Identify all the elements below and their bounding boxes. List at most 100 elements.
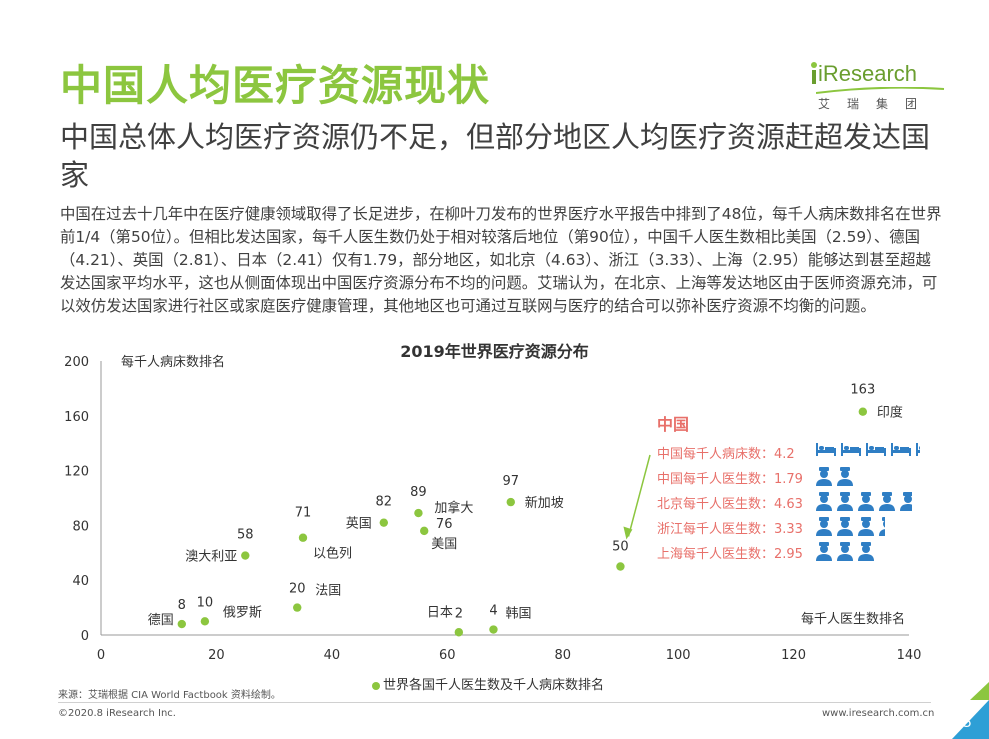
data-point xyxy=(858,407,868,416)
callout-arrow-line xyxy=(627,454,651,537)
data-label: 89 xyxy=(410,485,427,500)
data-label: 82 xyxy=(376,495,393,510)
doctor-icon xyxy=(879,492,895,511)
chart-title: 2019年世界医疗资源分布 xyxy=(400,342,589,361)
legend-marker xyxy=(372,681,380,690)
stat-text: 中国每千人病床数：4.2 xyxy=(657,447,795,462)
doctor-icon xyxy=(837,517,853,536)
x-axis-title: 每千人医生数排名 xyxy=(801,611,905,627)
stat-row: 中国每千人医生数：1.79 xyxy=(657,466,927,491)
panel-heading: 中国 xyxy=(657,415,690,434)
logo-swoosh-icon xyxy=(816,87,945,94)
data-point xyxy=(489,625,498,634)
point-name: 澳大利亚 xyxy=(185,549,237,565)
hospital-bed-icon xyxy=(816,443,836,456)
doctor-icon xyxy=(900,492,912,511)
x-tick-label: 140 xyxy=(897,648,922,663)
source-note: 来源：艾瑞根据 CIA World Factbook 资料绘制。 xyxy=(58,690,281,701)
stat-text: 浙江每千人医生数：3.33 xyxy=(657,522,803,537)
footer-divider xyxy=(58,702,931,703)
copyright: ©2020.8 iResearch Inc. xyxy=(58,708,176,719)
logo-subtitle: 艾瑞集团 xyxy=(818,97,935,111)
doctor-icon xyxy=(816,517,832,536)
stat-icon-row xyxy=(815,441,920,463)
doctor-icon xyxy=(858,492,874,511)
data-point xyxy=(200,617,210,626)
hospital-bed-icon xyxy=(916,443,920,456)
callout-arrow-head xyxy=(623,526,633,540)
stat-icon-row xyxy=(815,491,912,513)
point-name: 印度 xyxy=(877,405,903,421)
stat-row: 中国每千人病床数：4.2 xyxy=(657,441,927,466)
stat-row: 上海每千人医生数：2.95 xyxy=(657,541,927,566)
doctor-icon xyxy=(837,492,853,511)
data-label: 10 xyxy=(197,595,214,610)
body-paragraph: 中国在过去十几年中在医疗健康领域取得了长足进步，在柳叶刀发布的世界医疗水平报告中… xyxy=(60,205,942,315)
stat-icon-row xyxy=(815,516,885,538)
hospital-bed-icon xyxy=(841,443,861,456)
stat-icon-row xyxy=(815,466,853,488)
point-name: 英国 xyxy=(346,517,372,532)
y-axis-title: 每千人病床数排名 xyxy=(121,354,225,370)
data-label: 50 xyxy=(612,540,629,555)
page-title: 中国人均医疗资源现状 xyxy=(60,61,491,110)
x-tick-label: 0 xyxy=(97,648,105,663)
data-point xyxy=(454,628,464,637)
y-tick-label: 120 xyxy=(64,465,89,480)
data-label: 2 xyxy=(455,606,463,621)
point-name: 日本 xyxy=(427,605,453,620)
doctor-icon xyxy=(816,467,832,486)
point-name: 俄罗斯 xyxy=(223,605,262,620)
x-tick-label: 100 xyxy=(666,648,691,663)
footer-url: www.iresearch.com.cn xyxy=(822,708,935,719)
y-tick-label: 80 xyxy=(72,519,89,534)
data-label: 20 xyxy=(289,582,306,597)
stat-text: 中国每千人医生数：1.79 xyxy=(657,472,803,487)
point-name: 美国 xyxy=(431,537,457,552)
stat-row: 北京每千人医生数：4.63 xyxy=(657,491,927,516)
doctor-icon xyxy=(816,542,832,561)
data-point xyxy=(616,562,625,571)
point-name: 以色列 xyxy=(313,546,352,562)
x-tick-label: 120 xyxy=(781,648,806,663)
point-name: 加拿大 xyxy=(434,500,473,516)
chart-legend: 世界各国千人医生数及千人病床数排名 xyxy=(372,674,604,693)
point-name: 法国 xyxy=(315,584,341,599)
doctor-icon xyxy=(837,542,853,561)
data-label: 4 xyxy=(489,604,497,619)
y-tick-label: 40 xyxy=(72,574,89,589)
data-point xyxy=(420,526,429,536)
data-label: 58 xyxy=(237,528,254,543)
x-tick-label: 40 xyxy=(324,648,341,663)
china-stats-panel: 中国 中国每千人病床数：4.2 中国每千人医生数：1.79 北京每千人医生数：4.6… xyxy=(657,411,927,566)
data-point xyxy=(293,603,302,612)
stat-text: 上海每千人医生数：2.95 xyxy=(657,547,803,562)
y-tick-label: 200 xyxy=(64,355,89,370)
doctor-icon xyxy=(816,492,832,511)
stat-row: 浙江每千人医生数：3.33 xyxy=(657,516,927,541)
data-point xyxy=(177,619,186,629)
x-tick-label: 80 xyxy=(554,648,571,663)
data-label: 76 xyxy=(436,517,453,532)
logo-text: iResearch xyxy=(818,61,918,86)
y-tick-label: 0 xyxy=(81,629,89,644)
data-point xyxy=(414,508,423,518)
page-number: 5 xyxy=(963,715,972,731)
stat-text: 北京每千人医生数：4.63 xyxy=(657,497,803,512)
data-label: 163 xyxy=(850,383,875,398)
doctor-icon xyxy=(858,542,874,561)
data-point xyxy=(506,497,515,507)
data-point xyxy=(379,518,388,527)
page-subtitle: 中国总体人均医疗资源仍不足，但部分地区人均医疗资源赶超发达国家 xyxy=(60,120,931,192)
point-name: 韩国 xyxy=(505,607,531,622)
hospital-bed-icon xyxy=(891,443,911,456)
x-tick-label: 20 xyxy=(208,648,225,663)
logo-mark-icon xyxy=(811,62,817,84)
data-label: 97 xyxy=(502,474,519,489)
data-point xyxy=(298,533,308,542)
x-tick-label: 60 xyxy=(439,648,456,663)
hospital-bed-icon xyxy=(866,443,886,456)
doctor-icon xyxy=(858,517,874,536)
y-tick-label: 160 xyxy=(64,410,89,425)
